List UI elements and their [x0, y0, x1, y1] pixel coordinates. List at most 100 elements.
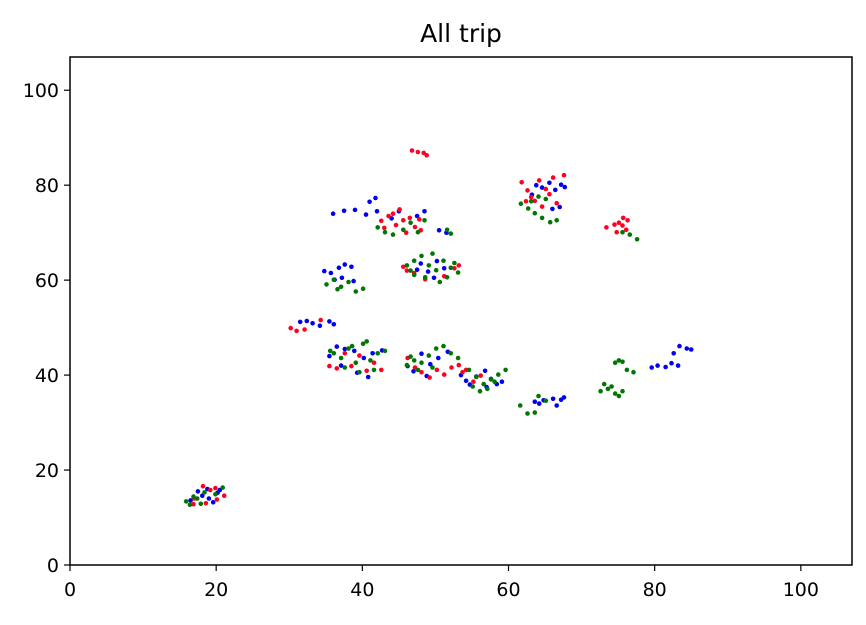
data-point: [441, 258, 446, 264]
data-point: [419, 369, 424, 375]
data-point: [620, 388, 625, 394]
data-point: [401, 227, 406, 233]
data-point: [534, 182, 539, 188]
data-point: [336, 265, 342, 271]
data-point: [346, 346, 351, 351]
data-point: [349, 264, 354, 270]
data-point: [444, 227, 450, 233]
y-tick-label: 20: [35, 460, 59, 482]
data-point: [675, 363, 681, 368]
data-point: [408, 220, 413, 225]
data-point: [334, 344, 340, 349]
data-point: [371, 367, 377, 373]
data-point: [609, 384, 614, 389]
data-point: [335, 286, 340, 292]
data-point: [342, 346, 348, 352]
data-point: [221, 493, 227, 499]
data-point: [342, 365, 348, 370]
data-point: [620, 215, 626, 221]
x-tick-label: 40: [350, 579, 374, 601]
points-layer: [183, 148, 694, 508]
data-point: [414, 267, 420, 273]
data-point: [441, 343, 446, 349]
data-point: [390, 211, 396, 216]
data-point: [456, 362, 462, 368]
data-point: [409, 148, 415, 153]
data-point: [612, 360, 618, 366]
data-point: [294, 328, 299, 334]
data-point: [430, 251, 435, 256]
data-point: [331, 277, 337, 283]
data-point: [614, 229, 619, 235]
data-point: [419, 351, 424, 357]
data-point: [627, 232, 633, 237]
data-point: [379, 367, 384, 373]
data-point: [436, 355, 441, 361]
data-point: [449, 365, 454, 370]
data-point: [434, 258, 440, 264]
data-point: [422, 209, 427, 214]
data-point: [598, 388, 603, 394]
data-point: [361, 355, 367, 361]
data-point: [478, 373, 484, 378]
data-point: [547, 180, 552, 186]
data-point: [543, 186, 549, 192]
data-point: [620, 229, 625, 235]
data-point: [364, 368, 370, 374]
data-point: [349, 343, 355, 349]
data-point: [485, 386, 490, 392]
data-point: [411, 369, 416, 374]
data-point: [623, 227, 629, 233]
data-point: [625, 218, 630, 223]
data-point: [407, 215, 413, 221]
data-point: [346, 279, 351, 285]
data-point: [441, 266, 447, 271]
data-point: [477, 388, 483, 394]
data-point: [554, 403, 559, 408]
data-point: [425, 269, 431, 274]
data-point: [342, 351, 348, 356]
data-point: [373, 195, 378, 201]
data-point: [536, 401, 542, 406]
data-point: [474, 374, 479, 380]
data-point: [415, 367, 421, 373]
data-point: [200, 493, 205, 499]
data-point: [543, 398, 549, 404]
data-point: [220, 485, 225, 490]
data-point: [382, 225, 387, 231]
data-point: [334, 366, 340, 371]
data-point: [318, 317, 324, 323]
data-point: [543, 196, 549, 202]
data-point: [331, 322, 337, 327]
data-point: [393, 222, 399, 228]
data-point: [404, 362, 410, 368]
data-point: [412, 224, 418, 230]
data-point: [288, 325, 294, 331]
data-point: [655, 363, 660, 368]
data-point: [532, 210, 538, 216]
data-point: [365, 374, 371, 380]
data-point: [364, 339, 370, 344]
data-point: [200, 483, 206, 489]
data-point: [375, 351, 381, 356]
data-point: [452, 260, 457, 266]
data-point: [338, 363, 344, 368]
data-point: [327, 353, 332, 359]
data-point: [351, 278, 356, 284]
data-point: [433, 267, 439, 273]
data-point: [688, 347, 694, 352]
data-point: [426, 263, 432, 268]
data-point: [536, 194, 541, 199]
data-point: [310, 321, 315, 326]
data-point: [338, 355, 344, 361]
data-point: [338, 284, 344, 290]
data-point: [367, 199, 372, 205]
data-point: [612, 222, 617, 227]
data-point: [214, 497, 220, 502]
data-point: [519, 180, 524, 185]
data-point: [433, 346, 439, 351]
data-point: [419, 253, 424, 259]
data-point: [352, 207, 358, 213]
data-point: [419, 360, 424, 366]
data-point: [624, 367, 630, 373]
